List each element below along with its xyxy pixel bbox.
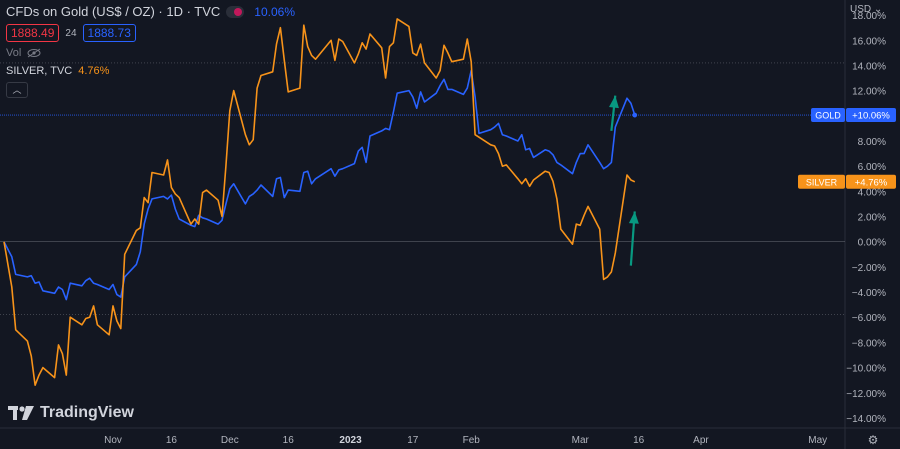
brand-name: TradingView <box>40 404 134 421</box>
compare-symbol: SILVER, TVC <box>6 65 73 77</box>
annotation-arrow-head <box>608 95 619 109</box>
y-tick-label: 14.00% <box>852 61 886 72</box>
y-tick-label: −14.00% <box>846 414 886 425</box>
annotation-arrow-head <box>628 211 639 224</box>
series-name-tag <box>798 174 845 189</box>
volume-label: Vol <box>6 47 22 59</box>
compare-percent: 4.76% <box>78 65 110 77</box>
collapse-legend-button[interactable]: ︿ <box>6 82 28 98</box>
last-point-marker <box>632 112 638 118</box>
ask-price[interactable]: 1888.73 <box>82 24 136 42</box>
series-name-tag <box>811 108 845 123</box>
x-tick-label: Dec <box>221 435 239 446</box>
y-tick-label: −2.00% <box>852 263 886 274</box>
volume-legend[interactable]: Vol <box>6 47 41 59</box>
series-line-silver <box>3 18 636 386</box>
tradingview-logo-icon <box>8 406 34 420</box>
symbol-legend[interactable]: CFDs on Gold (US$ / OZ) · 1D · TVC 10.06… <box>6 4 295 19</box>
y-tick-label: −10.00% <box>846 364 886 375</box>
chevron-up-icon: ︿ <box>12 85 22 95</box>
x-tick-label: 2023 <box>339 435 362 446</box>
spread-value: 24 <box>65 27 77 39</box>
eye-hidden-icon[interactable] <box>27 48 41 58</box>
y-tick-label: 12.00% <box>852 87 886 98</box>
symbol-title[interactable]: CFDs on Gold (US$ / OZ) · 1D · TVC <box>6 4 221 19</box>
y-tick-label: −12.00% <box>846 389 886 400</box>
chevron-down-icon: ⌄ <box>873 4 883 15</box>
series-name-label: GOLD <box>815 111 841 121</box>
y-tick-label: −8.00% <box>852 338 886 349</box>
series-name-label: SILVER <box>806 177 838 187</box>
y-tick-label: 2.00% <box>858 213 886 224</box>
x-tick-label: Nov <box>104 435 122 446</box>
bid-price[interactable]: 1888.49 <box>6 24 60 42</box>
currency-selector[interactable]: USD ⌄ <box>850 4 882 15</box>
y-tick-label: 6.00% <box>858 162 886 173</box>
change-percent: 10.06% <box>254 4 295 19</box>
x-tick-label: 16 <box>633 435 645 446</box>
settings-gear-icon: ⚙ <box>868 433 879 447</box>
compare-legend[interactable]: SILVER, TVC 4.76% <box>6 65 109 77</box>
series-line-gold <box>3 69 636 301</box>
x-tick-label: 17 <box>407 435 419 446</box>
y-tick-label: −6.00% <box>852 313 886 324</box>
x-tick-label: May <box>808 435 827 446</box>
series-value-label: +10.06% <box>852 111 890 122</box>
y-tick-label: 18.00% <box>852 11 886 22</box>
visibility-toggle-icon[interactable] <box>226 5 245 18</box>
y-tick-label: −4.00% <box>852 288 886 299</box>
y-tick-label: 8.00% <box>858 137 886 148</box>
y-tick-label: 0.00% <box>858 238 886 249</box>
series-value-tag <box>846 174 896 189</box>
y-tick-label: 4.00% <box>858 187 886 198</box>
tradingview-logo: TradingView <box>8 404 134 422</box>
x-tick-label: Feb <box>463 435 481 446</box>
series-value-tag <box>846 108 896 123</box>
x-tick-label: 16 <box>166 435 178 446</box>
series-value-label: +4.76% <box>855 177 888 188</box>
price-row: 1888.49 24 1888.73 <box>6 24 136 42</box>
currency-label: USD <box>850 4 872 15</box>
x-tick-label: Mar <box>572 435 590 446</box>
y-tick-label: 16.00% <box>852 36 886 47</box>
x-tick-label: 16 <box>283 435 295 446</box>
x-tick-label: Apr <box>693 435 709 446</box>
